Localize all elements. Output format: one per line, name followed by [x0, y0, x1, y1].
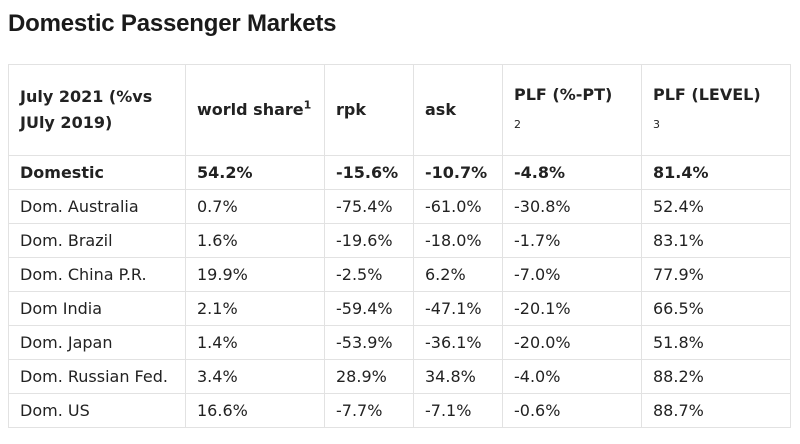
header-period: July 2021 (%vs JUly 2019) — [8, 64, 186, 156]
cell-world-share: 1.6% — [185, 223, 325, 258]
cell-rpk: -2.5% — [324, 257, 414, 292]
table-row: Dom India 2.1% -59.4% -47.1% -20.1% 66.5% — [8, 291, 791, 326]
cell-plf-pt: -30.8% — [502, 189, 642, 224]
table-row: Dom. US 16.6% -7.7% -7.1% -0.6% 88.7% — [8, 393, 791, 428]
table-row: Dom. Russian Fed. 3.4% 28.9% 34.8% -4.0% 88.2… — [8, 359, 791, 394]
cell-plf-level: 88.7% — [641, 393, 791, 428]
cell-world-share: 0.7% — [185, 189, 325, 224]
cell-rpk: -7.7% — [324, 393, 414, 428]
cell-rpk: -53.9% — [324, 325, 414, 360]
passenger-markets-table: July 2021 (%vs JUly 2019) world share1 r… — [8, 64, 791, 428]
cell-market: Dom. US — [8, 393, 186, 428]
header-plf-level: PLF (LEVEL) 3 — [641, 64, 791, 156]
cell-ask: -36.1% — [413, 325, 503, 360]
page-title: Domestic Passenger Markets — [8, 10, 337, 37]
table-row: Dom. Brazil 1.6% -19.6% -18.0% -1.7% 83.1% — [8, 223, 791, 258]
cell-ask: -18.0% — [413, 223, 503, 258]
cell-plf-level: 52.4% — [641, 189, 791, 224]
cell-rpk: -15.6% — [324, 155, 414, 190]
cell-plf-level: 81.4% — [641, 155, 791, 190]
header-world-share: world share1 — [185, 64, 325, 156]
table-row: Dom. Australia 0.7% -75.4% -61.0% -30.8% 52.4… — [8, 189, 791, 224]
cell-plf-pt: -7.0% — [502, 257, 642, 292]
cell-market: Dom India — [8, 291, 186, 326]
cell-plf-pt: -1.7% — [502, 223, 642, 258]
cell-rpk: -19.6% — [324, 223, 414, 258]
cell-ask: 6.2% — [413, 257, 503, 292]
cell-rpk: -75.4% — [324, 189, 414, 224]
table-row: Dom. China P.R. 19.9% -2.5% 6.2% -7.0% 77.9% — [8, 257, 791, 292]
cell-rpk: -59.4% — [324, 291, 414, 326]
table-row: Domestic 54.2% -15.6% -10.7% -4.8% 81.4% — [8, 155, 791, 190]
cell-plf-pt: -4.0% — [502, 359, 642, 394]
cell-market: Dom. Russian Fed. — [8, 359, 186, 394]
cell-plf-level: 51.8% — [641, 325, 791, 360]
table-row: Dom. Japan 1.4% -53.9% -36.1% -20.0% 51.8% — [8, 325, 791, 360]
cell-market: Domestic — [8, 155, 186, 190]
cell-ask: 34.8% — [413, 359, 503, 394]
cell-market: Dom. Japan — [8, 325, 186, 360]
header-ask: ask — [413, 64, 503, 156]
header-rpk: rpk — [324, 64, 414, 156]
cell-ask: -10.7% — [413, 155, 503, 190]
cell-plf-pt: -20.1% — [502, 291, 642, 326]
cell-rpk: 28.9% — [324, 359, 414, 394]
cell-world-share: 16.6% — [185, 393, 325, 428]
header-row: July 2021 (%vs JUly 2019) world share1 r… — [8, 64, 791, 156]
header-plf-pt: PLF (%-PT) 2 — [502, 64, 642, 156]
cell-market: Dom. Brazil — [8, 223, 186, 258]
cell-world-share: 2.1% — [185, 291, 325, 326]
cell-ask: -61.0% — [413, 189, 503, 224]
cell-ask: -7.1% — [413, 393, 503, 428]
cell-plf-level: 66.5% — [641, 291, 791, 326]
cell-world-share: 19.9% — [185, 257, 325, 292]
cell-plf-level: 88.2% — [641, 359, 791, 394]
cell-plf-pt: -4.8% — [502, 155, 642, 190]
cell-plf-pt: -20.0% — [502, 325, 642, 360]
cell-world-share: 54.2% — [185, 155, 325, 190]
cell-plf-pt: -0.6% — [502, 393, 642, 428]
cell-world-share: 3.4% — [185, 359, 325, 394]
cell-world-share: 1.4% — [185, 325, 325, 360]
cell-ask: -47.1% — [413, 291, 503, 326]
cell-market: Dom. China P.R. — [8, 257, 186, 292]
cell-market: Dom. Australia — [8, 189, 186, 224]
cell-plf-level: 83.1% — [641, 223, 791, 258]
cell-plf-level: 77.9% — [641, 257, 791, 292]
